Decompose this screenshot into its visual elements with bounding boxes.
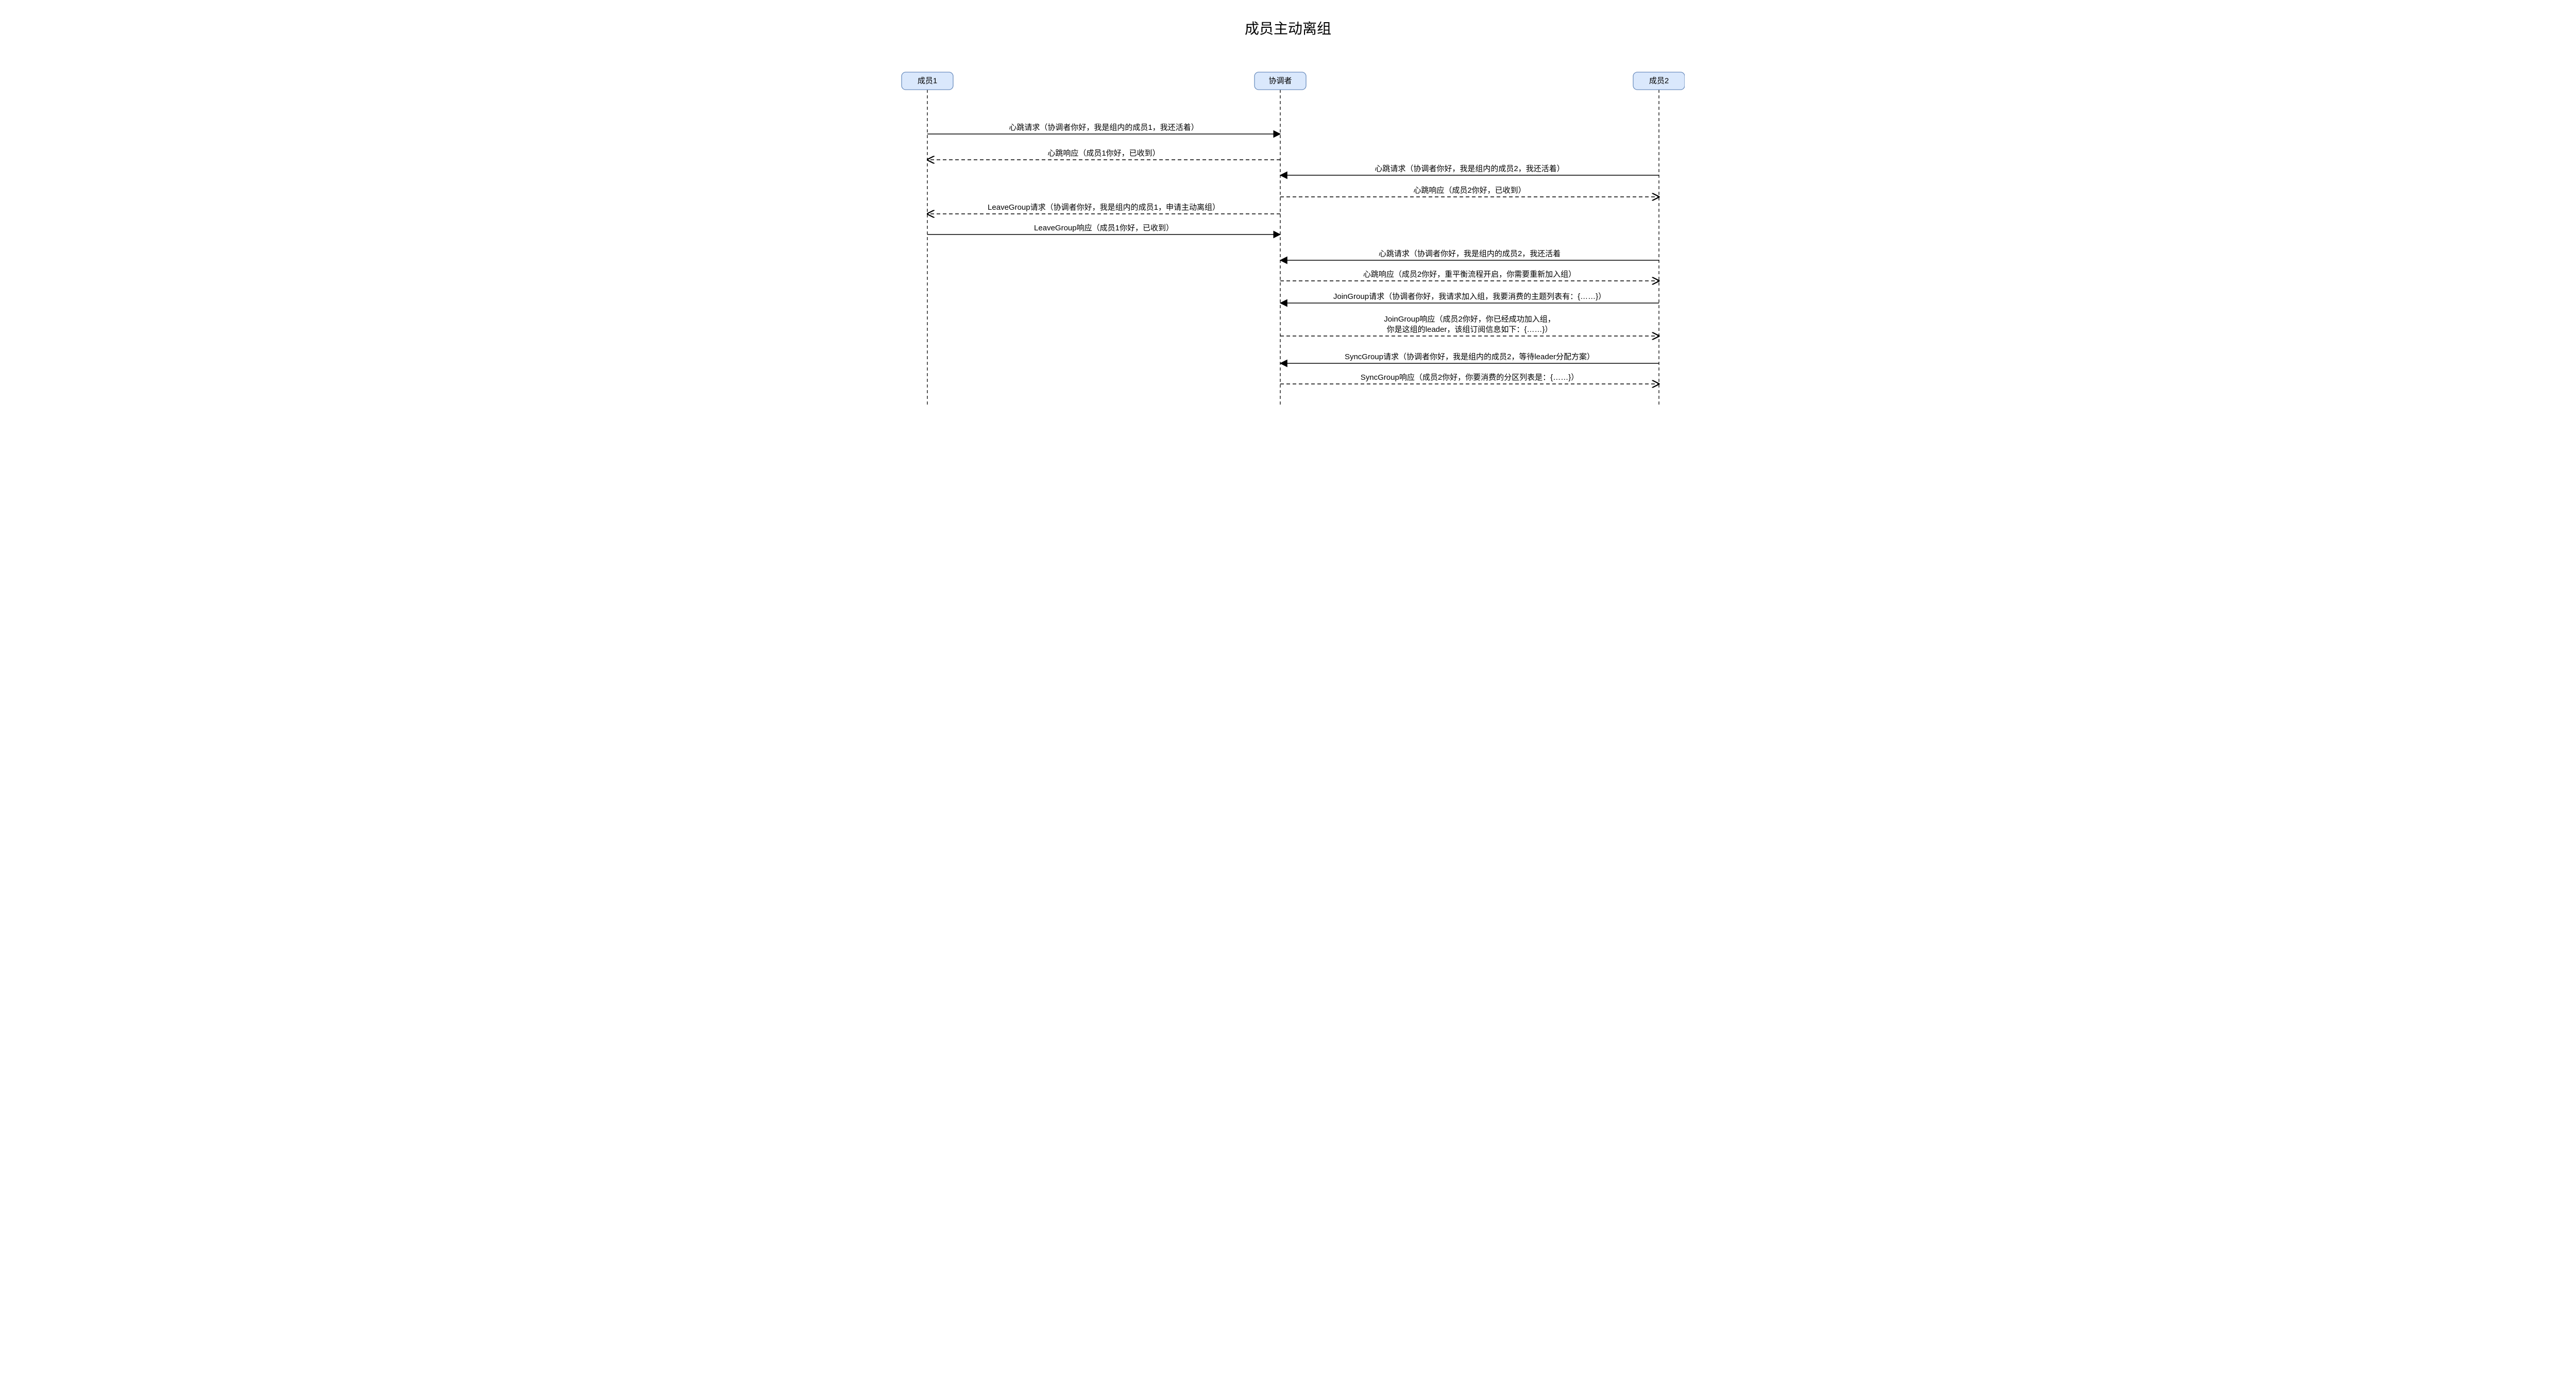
message-label: 心跳请求（协调者你好，我是组内的成员1，我还活着） bbox=[1009, 123, 1198, 132]
message-label: LeaveGroup请求（协调者你好，我是组内的成员1，申请主动离组） bbox=[988, 203, 1220, 212]
message-label: JoinGroup请求（协调者你好，我请求加入组，我要消费的主题列表有：{……}… bbox=[1333, 292, 1606, 301]
message-label: SyncGroup响应（成员2你好，你要消费的分区列表是：{……}） bbox=[1361, 373, 1579, 382]
message-label: 心跳请求（协调者你好，我是组内的成员2，我还活着 bbox=[1379, 249, 1561, 258]
message-label: 心跳响应（成员1你好，已收到） bbox=[1047, 148, 1160, 158]
message-label: 心跳响应（成员2你好，已收到） bbox=[1413, 186, 1526, 195]
message-label: LeaveGroup响应（成员1你好，已收到） bbox=[1034, 223, 1174, 232]
diagram-title: 成员主动离组 bbox=[1245, 21, 1331, 37]
message-label: SyncGroup请求（协调者你好，我是组内的成员2，等待leader分配方案） bbox=[1345, 352, 1595, 361]
sequence-diagram: 成员主动离组成员1 协调者 成员2 心跳请求（协调者你好，我是组内的成员1，我还活着）… bbox=[891, 10, 1685, 412]
actor-label: 成员1 bbox=[918, 77, 937, 86]
actor-label: 协调者 bbox=[1268, 77, 1292, 86]
message-label-line2: 你是这组的leader，该组订阅信息如下：{……}） bbox=[1387, 325, 1553, 334]
message-label: 心跳响应（成员2你好，重平衡流程开启，你需要重新加入组） bbox=[1363, 270, 1576, 279]
actor-label: 成员2 bbox=[1649, 77, 1669, 86]
message-label: JoinGroup响应（成员2你好，你已经成功加入组， bbox=[1384, 314, 1555, 324]
message-label: 心跳请求（协调者你好，我是组内的成员2，我还活着） bbox=[1375, 164, 1564, 173]
